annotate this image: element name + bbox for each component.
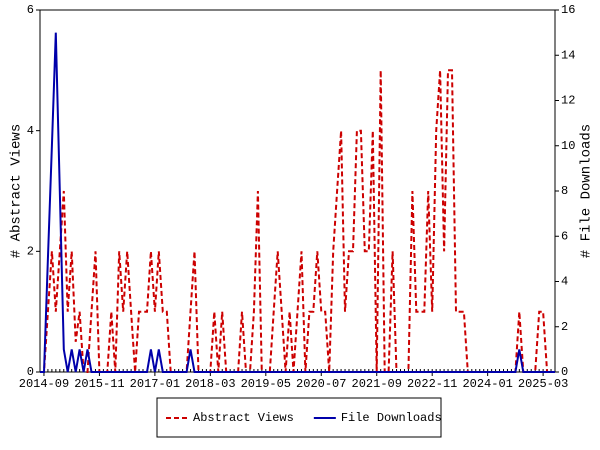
x-tick-label: 2021-09 — [352, 377, 402, 391]
y-tick-label: 0 — [27, 365, 34, 379]
x-tick-label: 2019-05 — [241, 377, 291, 391]
y2-tick-label: 10 — [561, 139, 575, 153]
x-tick-label: 2024-01 — [462, 377, 512, 391]
y-axis-label: # Abstract Views — [9, 124, 25, 258]
y2-tick-label: 6 — [561, 229, 568, 243]
y2-tick-label: 4 — [561, 275, 568, 289]
legend-label: Abstract Views — [193, 411, 294, 425]
x-tick-label: 2025-03 — [518, 377, 568, 391]
x-tick-label: 2022-11 — [407, 377, 457, 391]
y2-tick-label: 14 — [561, 48, 575, 62]
legend-box — [156, 397, 442, 438]
series-line — [40, 69, 555, 373]
x-tick-label: 2014-09 — [19, 377, 69, 391]
x-tick-label: 2015-11 — [74, 377, 124, 391]
y2-tick-label: 2 — [561, 320, 568, 334]
y-tick-label: 4 — [27, 124, 34, 138]
x-tick-label: 2017-01 — [130, 377, 180, 391]
y-tick-label: 6 — [27, 3, 34, 17]
y2-tick-label: 16 — [561, 3, 575, 17]
y2-tick-label: 0 — [561, 365, 568, 379]
y2-tick-label: 12 — [561, 94, 575, 108]
y-tick-label: 2 — [27, 245, 34, 259]
y2-tick-label: 8 — [561, 184, 568, 198]
x-tick-label: 2020-07 — [296, 377, 346, 391]
series-line — [40, 32, 555, 373]
legend-label: File Downloads — [341, 411, 442, 425]
y2-axis-label: # File Downloads — [579, 124, 595, 258]
x-tick-label: 2018-03 — [185, 377, 235, 391]
